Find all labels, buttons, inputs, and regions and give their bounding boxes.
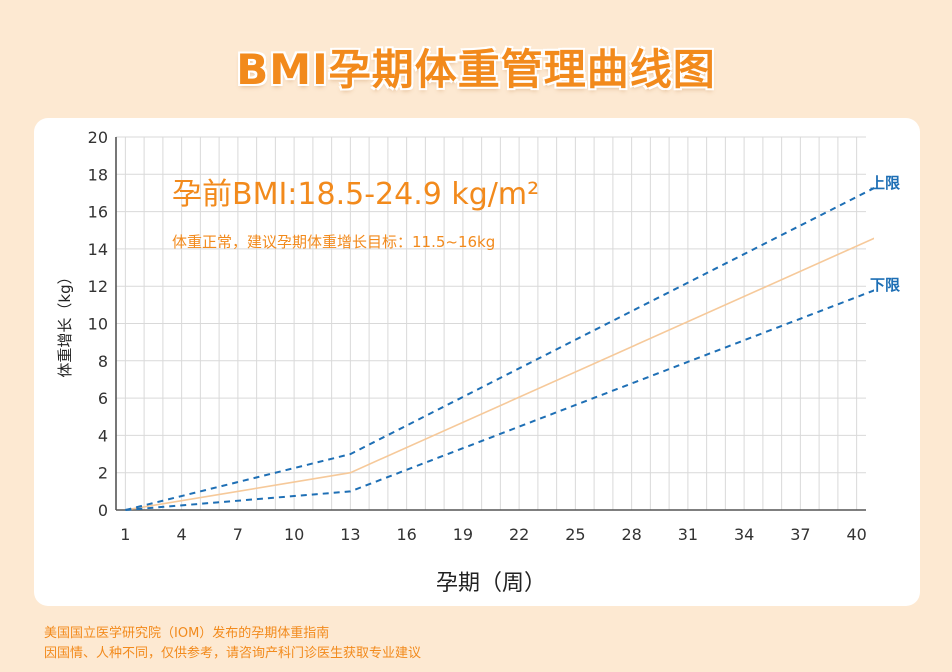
y-tick-label: 0: [98, 501, 108, 520]
x-tick-label: 25: [565, 525, 585, 544]
disclaimer-note: 因国情、人种不同，仅供参考，请咨询产科门诊医生获取专业建议: [44, 646, 422, 661]
lower-limit-label: 下限: [870, 276, 900, 294]
x-tick-label: 10: [284, 525, 304, 544]
x-tick-label: 13: [340, 525, 360, 544]
y-tick-label: 2: [98, 464, 108, 483]
x-tick-label: 7: [233, 525, 243, 544]
chart-title: BMI孕期体重管理曲线图: [236, 45, 716, 94]
y-tick-label: 12: [88, 277, 108, 296]
series-line-dashed: [125, 186, 874, 511]
y-tick-label: 16: [88, 203, 108, 222]
x-tick-label: 1: [120, 525, 130, 544]
x-tick-label: 4: [177, 525, 187, 544]
y-tick-label: 6: [98, 389, 108, 408]
weight-target-annotation: 体重正常，建议孕期体重增长目标：11.5~16kg: [172, 233, 495, 251]
x-tick-label: 22: [509, 525, 529, 544]
y-tick-label: 20: [88, 128, 108, 147]
chart-card: 0 2 4 6 8 10 12 14 16 18 20 1 4 7 10 13 16 19 22 25 28 31 34 37…: [34, 118, 920, 606]
y-axis-label: 体重增长（kg）: [56, 269, 74, 377]
x-tick-label: 34: [734, 525, 754, 544]
x-axis-label: 孕期（周）: [436, 571, 546, 596]
x-tick-label: 16: [396, 525, 416, 544]
x-tick-label: 31: [678, 525, 698, 544]
y-tick-label: 10: [88, 315, 108, 334]
y-tick-label: 14: [88, 240, 108, 259]
x-tick-label: 28: [621, 525, 641, 544]
source-note: 美国国立医学研究院（IOM）发布的孕期体重指南: [44, 626, 330, 641]
series-line-dashed: [125, 289, 874, 511]
y-tick-label: 8: [98, 352, 108, 371]
x-tick-label: 19: [453, 525, 473, 544]
x-tick-label: 40: [846, 525, 866, 544]
x-tick-label: 37: [790, 525, 810, 544]
upper-limit-label: 上限: [870, 174, 900, 192]
bmi-range-annotation: 孕前BMI:18.5-24.9 kg/m²: [172, 177, 539, 212]
y-tick-label: 18: [88, 165, 108, 184]
series-line-median: [125, 237, 874, 511]
y-tick-label: 4: [98, 426, 108, 445]
